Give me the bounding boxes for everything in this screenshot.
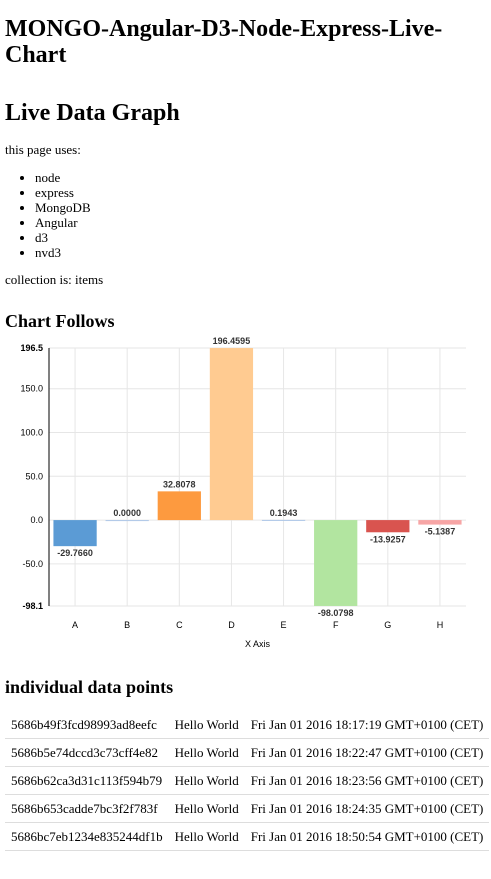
technology-item: d3	[35, 230, 486, 245]
point-date: Fri Jan 01 2016 18:23:56 GMT+0100 (CET)	[244, 766, 490, 795]
y-tick-label: 100.0	[20, 428, 43, 438]
point-date: Fri Jan 01 2016 18:24:35 GMT+0100 (CET)	[244, 794, 490, 823]
point-message: Hello World	[168, 766, 245, 795]
y-tick-label: 196.5	[20, 343, 43, 353]
point-date: Fri Jan 01 2016 18:17:19 GMT+0100 (CET)	[244, 711, 490, 739]
point-date: Fri Jan 01 2016 18:50:54 GMT+0100 (CET)	[244, 822, 490, 851]
table-row: 5686b62ca3d31c113f594b79 Hello World Fri…	[5, 766, 490, 795]
technology-item: nvd3	[35, 245, 486, 260]
point-id: 5686bc7eb1234e835244df1b	[5, 822, 169, 851]
bar-value-label: -29.7660	[57, 548, 93, 558]
table-row: 5686b653cadde7bc3f2f783f Hello World Fri…	[5, 794, 490, 823]
bar-chart: 196.5 150.0 100.0 50.0 0.0 -50.0 -98.1 -29.7660…	[20, 336, 466, 649]
bar-D	[209, 348, 254, 521]
x-tick-label: E	[281, 620, 287, 630]
page: MONGO-Angular-D3-Node-Express-Live-Chart…	[0, 16, 491, 331]
x-tick-label: F	[333, 620, 339, 630]
uses-label: this page uses:	[5, 142, 81, 157]
technology-item: node	[35, 170, 486, 185]
bar-value-label: 32.8078	[163, 479, 196, 489]
y-tick-label: -50.0	[22, 559, 43, 569]
technology-list: node express MongoDB Angular d3 nvd3	[5, 170, 486, 260]
point-id: 5686b5e74dccd3c73cff4e82	[5, 738, 169, 767]
point-message: Hello World	[168, 711, 245, 739]
x-tick-label: C	[176, 620, 183, 630]
bar-value-label: 0.0000	[113, 508, 141, 518]
x-axis-title: X Axis	[245, 639, 271, 649]
point-date: Fri Jan 01 2016 18:22:47 GMT+0100 (CET)	[244, 738, 490, 767]
technology-item: express	[35, 185, 486, 200]
bar-H	[418, 520, 462, 525]
points-heading: individual data points	[5, 677, 174, 697]
x-tick-label: H	[437, 620, 444, 630]
y-tick-label: 150.0	[20, 384, 43, 394]
page-title: Live Data Graph	[5, 100, 180, 126]
bar-value-label: 196.4595	[213, 336, 251, 346]
chart-container: 196.5 150.0 100.0 50.0 0.0 -50.0 -98.1 -29.7660…	[0, 330, 491, 660]
point-id: 5686b653cadde7bc3f2f783f	[5, 794, 169, 823]
collection-text: collection is: items	[5, 272, 104, 287]
x-tick-label: A	[72, 620, 78, 630]
y-tick-label: 50.0	[25, 471, 43, 481]
x-tick-label: B	[124, 620, 130, 630]
point-message: Hello World	[168, 822, 245, 851]
y-tick-label: -98.1	[22, 601, 43, 611]
bar-G	[366, 520, 410, 533]
point-id: 5686b62ca3d31c113f594b79	[5, 766, 169, 795]
bar-C	[157, 491, 201, 521]
table-row: 5686b49f3fcd98993ad8eefc Hello World Fri…	[5, 711, 490, 739]
data-points-table: 5686b49f3fcd98993ad8eefc Hello World Fri…	[5, 711, 490, 851]
y-tick-label: 0.0	[30, 515, 43, 525]
chart-heading: Chart Follows	[5, 311, 115, 331]
bar-value-label: -5.1387	[425, 527, 456, 537]
bar-value-label: -13.9257	[370, 534, 406, 544]
point-message: Hello World	[168, 738, 245, 767]
bar-value-label: 0.1943	[270, 508, 298, 518]
technology-item: Angular	[35, 215, 486, 230]
point-id: 5686b49f3fcd98993ad8eefc	[5, 711, 169, 739]
bar-A	[53, 520, 97, 547]
technology-item: MongoDB	[35, 200, 486, 215]
bar-E	[261, 519, 306, 521]
table-row: 5686b5e74dccd3c73cff4e82 Hello World Fri…	[5, 738, 490, 767]
bar-F	[314, 520, 358, 606]
bar-B	[105, 520, 149, 522]
x-tick-label: D	[228, 620, 235, 630]
x-tick-label: G	[384, 620, 391, 630]
point-message: Hello World	[168, 794, 245, 823]
bar-value-label: -98.0798	[318, 608, 354, 618]
app-title: MONGO-Angular-D3-Node-Express-Live-Chart	[5, 16, 443, 68]
table-row: 5686bc7eb1234e835244df1b Hello World Fri…	[5, 822, 490, 851]
